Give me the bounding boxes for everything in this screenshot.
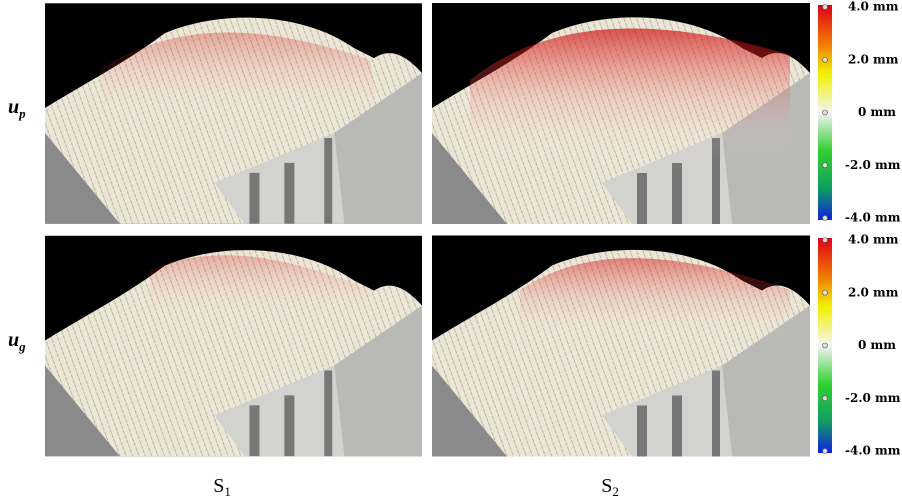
colorbar-label: 4.0 mm: [848, 233, 899, 247]
figure: up ug S1 S2 4.0 mm 2.0 mm 0 mm -2.0 mm -4.0 …: [0, 0, 902, 499]
colorbar-label: -2.0 mm: [845, 391, 901, 405]
colorbar-tick: [823, 216, 828, 221]
column-label: S2: [601, 475, 619, 499]
colorbar-label: 0 mm: [858, 105, 896, 119]
colorbar-label: -4.0 mm: [845, 211, 901, 225]
panels: [45, 3, 810, 457]
column-label: S1: [213, 475, 231, 499]
colorbar-tick: [823, 238, 828, 243]
colorbar-label: 4.0 mm: [848, 0, 899, 14]
colorbar-tick: [823, 163, 828, 168]
colorbar-label: 2.0 mm: [848, 52, 899, 66]
colorbar-label: 2.0 mm: [848, 285, 899, 299]
colorbar-tick: [823, 449, 828, 454]
colorbar-tick: [823, 343, 828, 348]
colorbar-label: -4.0 mm: [845, 444, 901, 458]
colorbar-tick: [823, 290, 828, 295]
colorbar-label: -2.0 mm: [845, 158, 901, 172]
colorbar-tick: [823, 57, 828, 62]
colorbars: [818, 5, 832, 453]
row-label: ug: [8, 329, 26, 354]
colorbar-tick: [823, 5, 828, 10]
colorbar-label: 0 mm: [858, 338, 896, 352]
row-label: up: [8, 96, 26, 121]
colorbar-tick: [823, 110, 828, 115]
colorbar-tick: [823, 396, 828, 401]
